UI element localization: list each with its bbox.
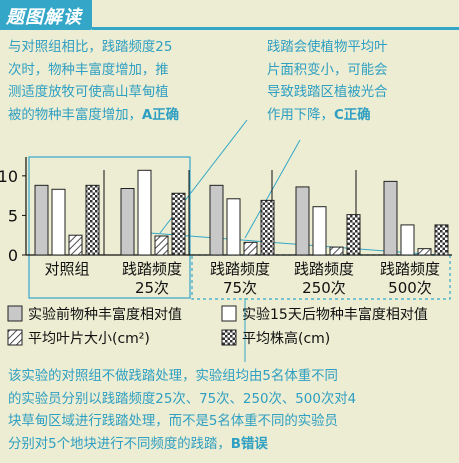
y-tick-label: 0 [8, 246, 18, 265]
bar [226, 198, 241, 256]
bar [171, 192, 186, 256]
bar [295, 186, 310, 256]
legend-label: 平均株高(cm) [242, 330, 330, 347]
annotation-right-line: 践踏会使植物平均叶 [267, 40, 388, 55]
annotation-bottom: 该实验的对照组不做践踏处理，实验组均由5名体重不同 的实验员分别以践踏频度25次… [8, 366, 452, 456]
bar [137, 169, 152, 256]
legend-swatch [221, 329, 237, 346]
bar [51, 188, 66, 256]
bar [329, 246, 344, 256]
header-rule [92, 27, 459, 30]
annotation-right-line: 片面积变小，可能会 [267, 62, 388, 78]
bar [346, 214, 361, 256]
bar [312, 206, 327, 256]
bar [383, 180, 398, 256]
legend-swatch [7, 305, 23, 322]
legend-label: 实验15天后物种丰富度相对值 [242, 306, 428, 323]
legend-label: 平均叶片大小(cm²) [28, 331, 150, 347]
annotation-bottom-line: 分别对5个地块进行不同频度的践踏，B错误 [8, 436, 268, 452]
x-tick-label: 践踏频度 [210, 260, 270, 278]
annotation-left-line: 测适度放牧可使高山草甸植 [8, 85, 169, 100]
x-tick-label: 对照组 [44, 260, 89, 278]
annotation-left: 与对照组相比，践踏频度25 次时，物种丰富度增加，推 测适度放牧可使高山草甸植 … [8, 37, 245, 127]
annotation-bottom-line: 块草甸区域进行践踏处理，而不是5名体重不同的实验员 [8, 414, 338, 429]
annotation-left-line: 次时，物种丰富度增加，推 [8, 62, 169, 78]
bar [68, 234, 83, 256]
bar [120, 188, 135, 256]
annotation-right-line: 作用下降，C正确 [267, 107, 371, 123]
annotation-bottom-verdict: B错误 [230, 436, 268, 452]
annotation-right: 践踏会使植物平均叶 片面积变小，可能会 导致践踏区植被光合 作用下降，C正确 [267, 37, 447, 127]
annotation-bottom-line: 该实验的对照组不做践踏处理，实验组均由5名体重不同 [8, 369, 338, 384]
x-tick-label: 践踏频度 [380, 260, 440, 278]
y-tick-label: 5 [8, 206, 18, 225]
annotation-right-verdict: C正确 [333, 107, 371, 123]
legend-swatch [7, 329, 23, 346]
annotation-left-line: 与对照组相比，践踏频度25 [8, 40, 173, 55]
header-title: 题图解读 [6, 7, 82, 28]
bar [260, 199, 275, 256]
annotation-left-line: 被的物种丰富度增加，A正确 [8, 107, 180, 123]
y-tick-label: 10 [0, 167, 18, 186]
highlight-box-left [28, 156, 191, 299]
legend-swatch [221, 305, 237, 322]
annotation-right-line: 导致践踏区植被光合 [267, 85, 388, 100]
x-tick-label: 25次 [135, 279, 169, 297]
header-bar: 题图解读 [0, 0, 92, 30]
x-tick-label: 500次 [388, 279, 432, 297]
x-tick-label: 250次 [302, 279, 346, 297]
bar [243, 241, 258, 256]
bar [417, 248, 432, 256]
annotation-bottom-line: 的实验员分别以践踏频度25次、75次、250次、500次对4 [8, 391, 357, 407]
annotation-left-verdict: A正确 [141, 107, 180, 123]
bar [154, 235, 169, 256]
legend-label: 实验前物种丰富度相对值 [28, 306, 182, 323]
bar [34, 184, 49, 256]
bar [400, 224, 415, 256]
bar [85, 184, 100, 256]
x-tick-label: 践踏频度 [122, 260, 182, 278]
bar [209, 184, 224, 256]
x-tick-label: 75次 [223, 279, 257, 297]
x-tick-label: 践踏频度 [294, 260, 354, 278]
bar [434, 224, 449, 256]
